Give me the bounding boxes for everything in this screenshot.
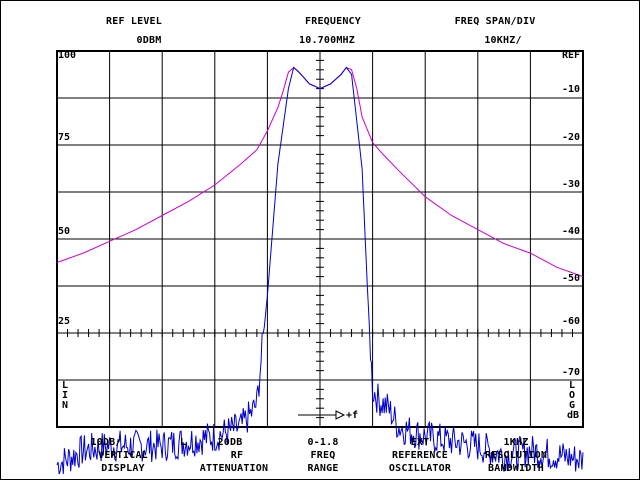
freq-direction-arrow bbox=[298, 410, 346, 420]
narrow-trace-line bbox=[56, 66, 584, 475]
left-scale-100: 100 bbox=[58, 50, 77, 61]
rf-label-2: ATTENUATION bbox=[199, 463, 269, 474]
span-value: 10KHZ/ bbox=[484, 35, 522, 46]
left-scale-75: 75 bbox=[58, 132, 71, 143]
freq-arrow-label: +f bbox=[346, 410, 359, 421]
span-label: FREQ SPAN/DIV bbox=[454, 16, 536, 27]
right-scale-20: -20 bbox=[561, 132, 580, 143]
left-scale-50: 50 bbox=[58, 226, 71, 237]
ref-osc-value: EXT bbox=[410, 437, 430, 448]
res-bw-value: 1KHZ bbox=[503, 437, 529, 448]
right-scale-ref: REF bbox=[561, 50, 580, 61]
freq-range-value: 0-1.8 bbox=[307, 437, 339, 448]
frequency-label: FREQUENCY bbox=[305, 16, 361, 27]
ref-level-label: REF LEVEL bbox=[106, 16, 162, 27]
frequency-value: 10.700MHZ bbox=[299, 35, 355, 46]
right-scale-50: -50 bbox=[561, 273, 580, 284]
vertical-label-2: DISPLAY bbox=[101, 463, 145, 474]
rf-value: 20DB bbox=[217, 437, 243, 448]
vertical-label-1: VERTICAL bbox=[98, 450, 148, 461]
right-scale-10: -10 bbox=[561, 84, 580, 95]
rf-label-1: RF bbox=[230, 450, 244, 461]
ref-level-value: 0DBM bbox=[136, 35, 162, 46]
res-bw-label-1: RESOLUTION bbox=[484, 450, 548, 461]
vertical-value: 10DB/ bbox=[90, 437, 122, 448]
res-bw-label-2: BANDWIDTH bbox=[488, 463, 544, 474]
right-scale-40: -40 bbox=[561, 226, 580, 237]
left-scale-25: 25 bbox=[58, 316, 71, 327]
l-marker: L bbox=[179, 437, 187, 448]
right-scale-60: -60 bbox=[561, 316, 580, 327]
right-scale-30: -30 bbox=[561, 179, 580, 190]
right-scale-70: -70 bbox=[561, 367, 580, 378]
ref-osc-label-2: OSCILLATOR bbox=[388, 463, 452, 474]
graticule-ticks bbox=[56, 50, 584, 428]
ref-osc-label-1: REFERENCE bbox=[392, 450, 448, 461]
freq-range-label-1: FREQ bbox=[310, 450, 336, 461]
freq-range-label-2: RANGE bbox=[307, 463, 339, 474]
